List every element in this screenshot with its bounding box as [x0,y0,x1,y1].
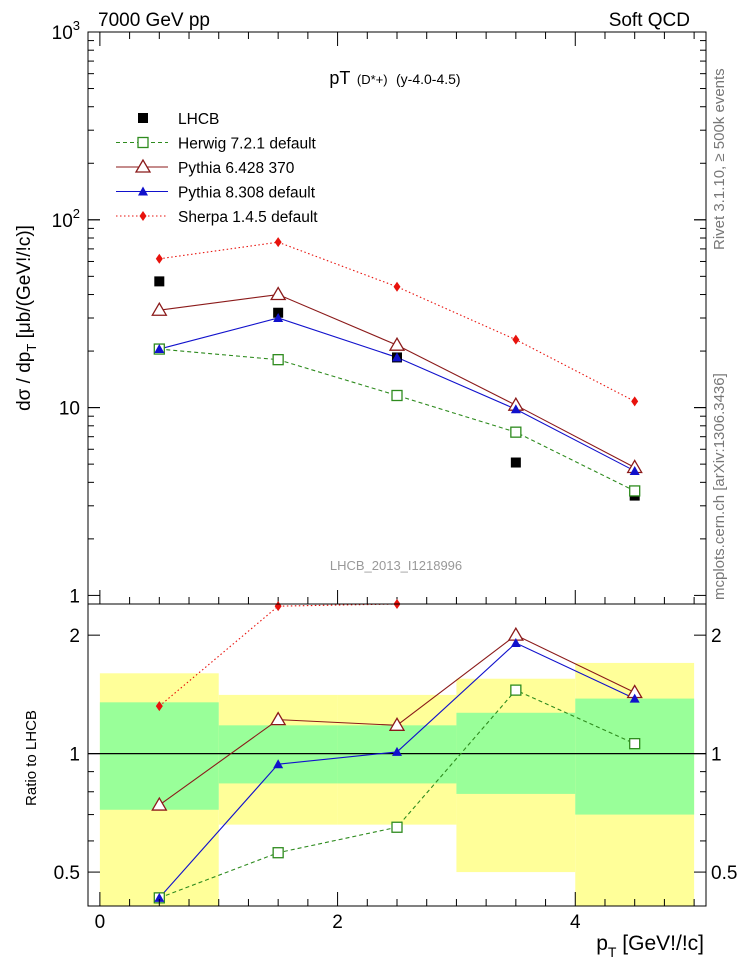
y-tick-label: 102 [52,206,80,232]
point-pythia8 [629,465,640,475]
x-tick-label: 4 [570,912,581,933]
ratio-point-pythia8 [510,638,521,648]
point-sherpa [155,253,163,264]
ratio-point-herwig [272,847,284,859]
legend-marker-data [138,113,148,123]
point-sherpa [631,396,639,407]
point-pythia6 [388,336,406,351]
point-pythia8 [392,352,402,362]
point-data [273,307,284,318]
point-herwig [272,354,284,366]
uncertainty-band-green [218,725,338,784]
legend-marker-pythia6 [134,158,152,173]
ratio-y-axis-label: Ratio to LHCB [23,710,40,806]
point-pythia6 [151,301,168,316]
ratio-point-pythia8 [154,892,165,902]
x-axis-label: pT [GeV!/!c] [596,932,704,960]
rivet-label: Rivet 3.1.10, ≥ 500k events [711,68,728,250]
ratio-point-pythia6 [388,717,406,731]
point-data [154,276,165,287]
mcplots-label: mcplots.cern.ch [arXiv:1306.3436] [711,373,728,600]
y-tick-label: 10 [59,399,80,420]
legend-label: Pythia 8.308 default [178,185,316,202]
watermark: LHCB_2013_I1218996 [330,558,462,573]
ratio-y-tick-label-right: 2 [711,626,722,647]
main-y-axis-label: dσ / dpT [μb/(GeV!/!c)] [14,225,39,411]
ratio-y-tick-label-right: 1 [711,745,722,766]
ratio-point-pythia8 [629,693,640,703]
point-sherpa [393,281,401,292]
point-herwig [510,426,522,438]
header-right: Soft QCD [609,10,690,31]
point-pythia8 [273,313,284,322]
x-tick-label: 2 [332,912,343,933]
ratio-y-tick-label-left: 1 [69,745,80,766]
ratio-y-tick-label-left: 2 [69,626,80,647]
title: pT (D*+) (y-4.0-4.5) [329,68,460,88]
point-pythia8 [154,344,165,354]
ratio-point-sherpa [155,701,163,712]
legend-marker-pythia8 [138,186,148,196]
legend-label: Pythia 6.428 370 [178,160,295,177]
title-range: (y-4.0-4.5) [396,71,461,87]
ratio-point-herwig [629,738,641,750]
legend-label: LHCB [178,111,219,128]
ratio-point-herwig [510,684,522,696]
legend-marker-sherpa [139,211,147,221]
title-particle: (D*+) [357,72,388,87]
ratio-point-sherpa [274,601,282,612]
ratio-y-tick-label-right: 0.5 [711,863,737,884]
point-pythia8 [510,404,521,414]
series-line-pythia6 [159,293,635,468]
point-pythia6 [270,286,287,301]
y-tick-label: 1 [69,586,80,607]
y-tick-label: 103 [52,18,80,44]
ratio-point-pythia6 [151,796,168,811]
uncertainty-band-green [575,698,695,815]
legend-label: Sherpa 1.4.5 default [178,209,318,226]
title-main: pT [329,68,350,88]
main-panel: 1 10 102 103 pT (D*+) (y-4.0-4.5) LHCB_2013… [14,18,707,607]
ratio-point-pythia8 [273,759,284,769]
ratio-y-tick-label-left: 0.5 [54,863,80,884]
ratio-point-pythia6 [270,711,287,726]
legend-marker-herwig [137,136,149,149]
legend-label: Herwig 7.2.1 default [178,136,317,153]
header-left: 7000 GeV pp [98,10,210,31]
legend: LHCB Herwig 7.2.1 default Pythia 6.428 370… [116,111,318,226]
series-line-sherpa [159,241,635,402]
point-data [510,457,521,468]
ratio-panel: 0.5 0.5 1 1 2 2 0 2 4 Ratio to LHCB pT [GeV!/!c] [23,599,737,960]
point-sherpa [512,334,520,345]
point-herwig [629,485,641,497]
uncertainty-band-green [99,702,219,810]
point-herwig [391,389,403,402]
ratio-point-herwig [391,821,403,833]
x-tick-label: 0 [95,912,106,933]
ratio-point-pythia8 [392,746,402,756]
series-line-herwig [159,348,635,492]
point-sherpa [274,237,282,248]
